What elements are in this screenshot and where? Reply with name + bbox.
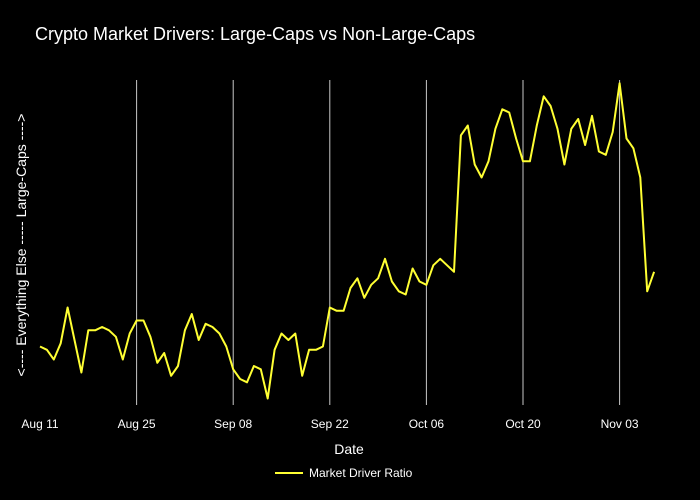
x-tick-label: Sep 22 bbox=[311, 417, 349, 431]
legend-label: Market Driver Ratio bbox=[309, 466, 413, 480]
y-axis-title: <---- Everything Else ----- Large-Caps -… bbox=[13, 114, 29, 377]
x-tick-label: Oct 20 bbox=[505, 417, 541, 431]
x-axis-title: Date bbox=[334, 441, 364, 457]
legend[interactable]: Market Driver Ratio bbox=[275, 466, 413, 480]
gridlines bbox=[136, 80, 621, 405]
x-tick-label: Oct 06 bbox=[409, 417, 445, 431]
x-axis-ticks: Aug 11 Aug 25 Sep 08 Sep 22 Oct 06 Oct 20 Nov … bbox=[21, 417, 639, 431]
x-tick-label: Aug 25 bbox=[118, 417, 156, 431]
x-tick-label: Aug 11 bbox=[21, 417, 58, 431]
x-tick-label: Sep 08 bbox=[214, 417, 252, 431]
x-tick-label: Nov 03 bbox=[601, 417, 639, 431]
series-line-market-driver-ratio bbox=[39, 82, 656, 400]
chart-title: Crypto Market Drivers: Large-Caps vs Non… bbox=[35, 24, 475, 44]
